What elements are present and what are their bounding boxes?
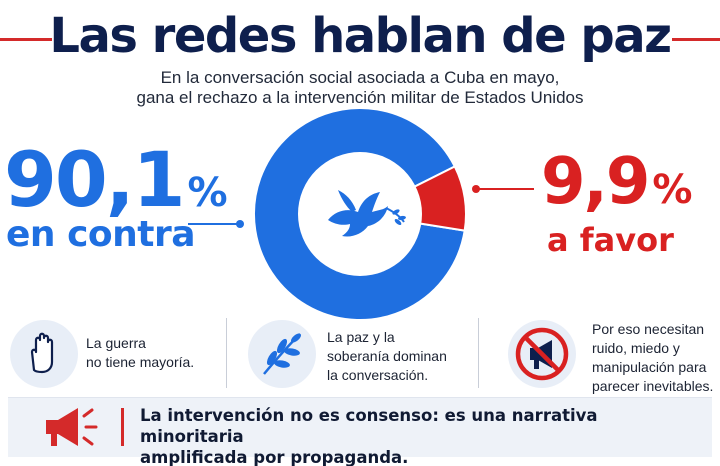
feature-2-line-3: la conversación. (327, 367, 429, 383)
subtitle-line-2: gana el rechazo a la intervención milita… (136, 88, 584, 107)
feature-2-line-2: soberanía dominan (327, 348, 447, 364)
feature-3-line-2: ruido, miedo y (592, 340, 680, 356)
dove-icon (328, 190, 406, 237)
raised-hand-icon (10, 320, 78, 388)
feature-3-text: Por eso necesitan ruido, miedo y manipul… (592, 320, 713, 396)
feature-1-text: La guerra no tiene mayoría. (86, 334, 194, 372)
feature-2-text: La paz y la soberanía dominan la convers… (327, 328, 447, 385)
feature-2-line-1: La paz y la (327, 329, 395, 345)
a-favor-percent-sign: % (652, 167, 693, 213)
banner-accent-bar (121, 408, 124, 446)
en-contra-percent-sign: % (187, 170, 228, 216)
subtitle: En la conversación social asociada a Cub… (0, 68, 720, 108)
en-contra-number: 90,1 (4, 135, 186, 224)
page-title: Las redes hablan de paz (49, 8, 672, 64)
no-megaphone-icon (508, 320, 576, 388)
en-contra-value: 90,1% (4, 142, 228, 218)
a-favor-label: a favor (547, 221, 674, 259)
title-rule-right (672, 38, 720, 41)
banner-line-1: La intervención no es consenso: es una n… (140, 406, 598, 446)
en-contra-label: en contra (6, 214, 196, 255)
feature-divider-2 (478, 318, 479, 388)
subtitle-line-1: En la conversación social asociada a Cub… (160, 68, 560, 87)
banner-text: La intervención no es consenso: es una n… (140, 405, 700, 466)
conclusion-banner (8, 397, 712, 457)
en-contra-connector-dot (236, 220, 244, 228)
a-favor-value: 9,9% (541, 150, 692, 214)
a-favor-connector-dot (472, 185, 480, 193)
banner-line-2: amplificada por propaganda. (140, 448, 409, 466)
a-favor-number: 9,9 (541, 145, 650, 219)
feature-1-line-1: La guerra (86, 335, 146, 351)
feature-divider-1 (226, 318, 227, 388)
title-rule-left (0, 38, 52, 41)
feature-3-line-4: parecer inevitables. (592, 378, 714, 394)
feature-3-line-3: manipulación para (592, 359, 707, 375)
megaphone-icon (46, 408, 98, 446)
olive-branch-icon (248, 320, 316, 388)
feature-1-line-2: no tiene mayoría. (86, 354, 195, 370)
feature-3-line-1: Por eso necesitan (592, 321, 705, 337)
donut-chart (253, 107, 467, 321)
